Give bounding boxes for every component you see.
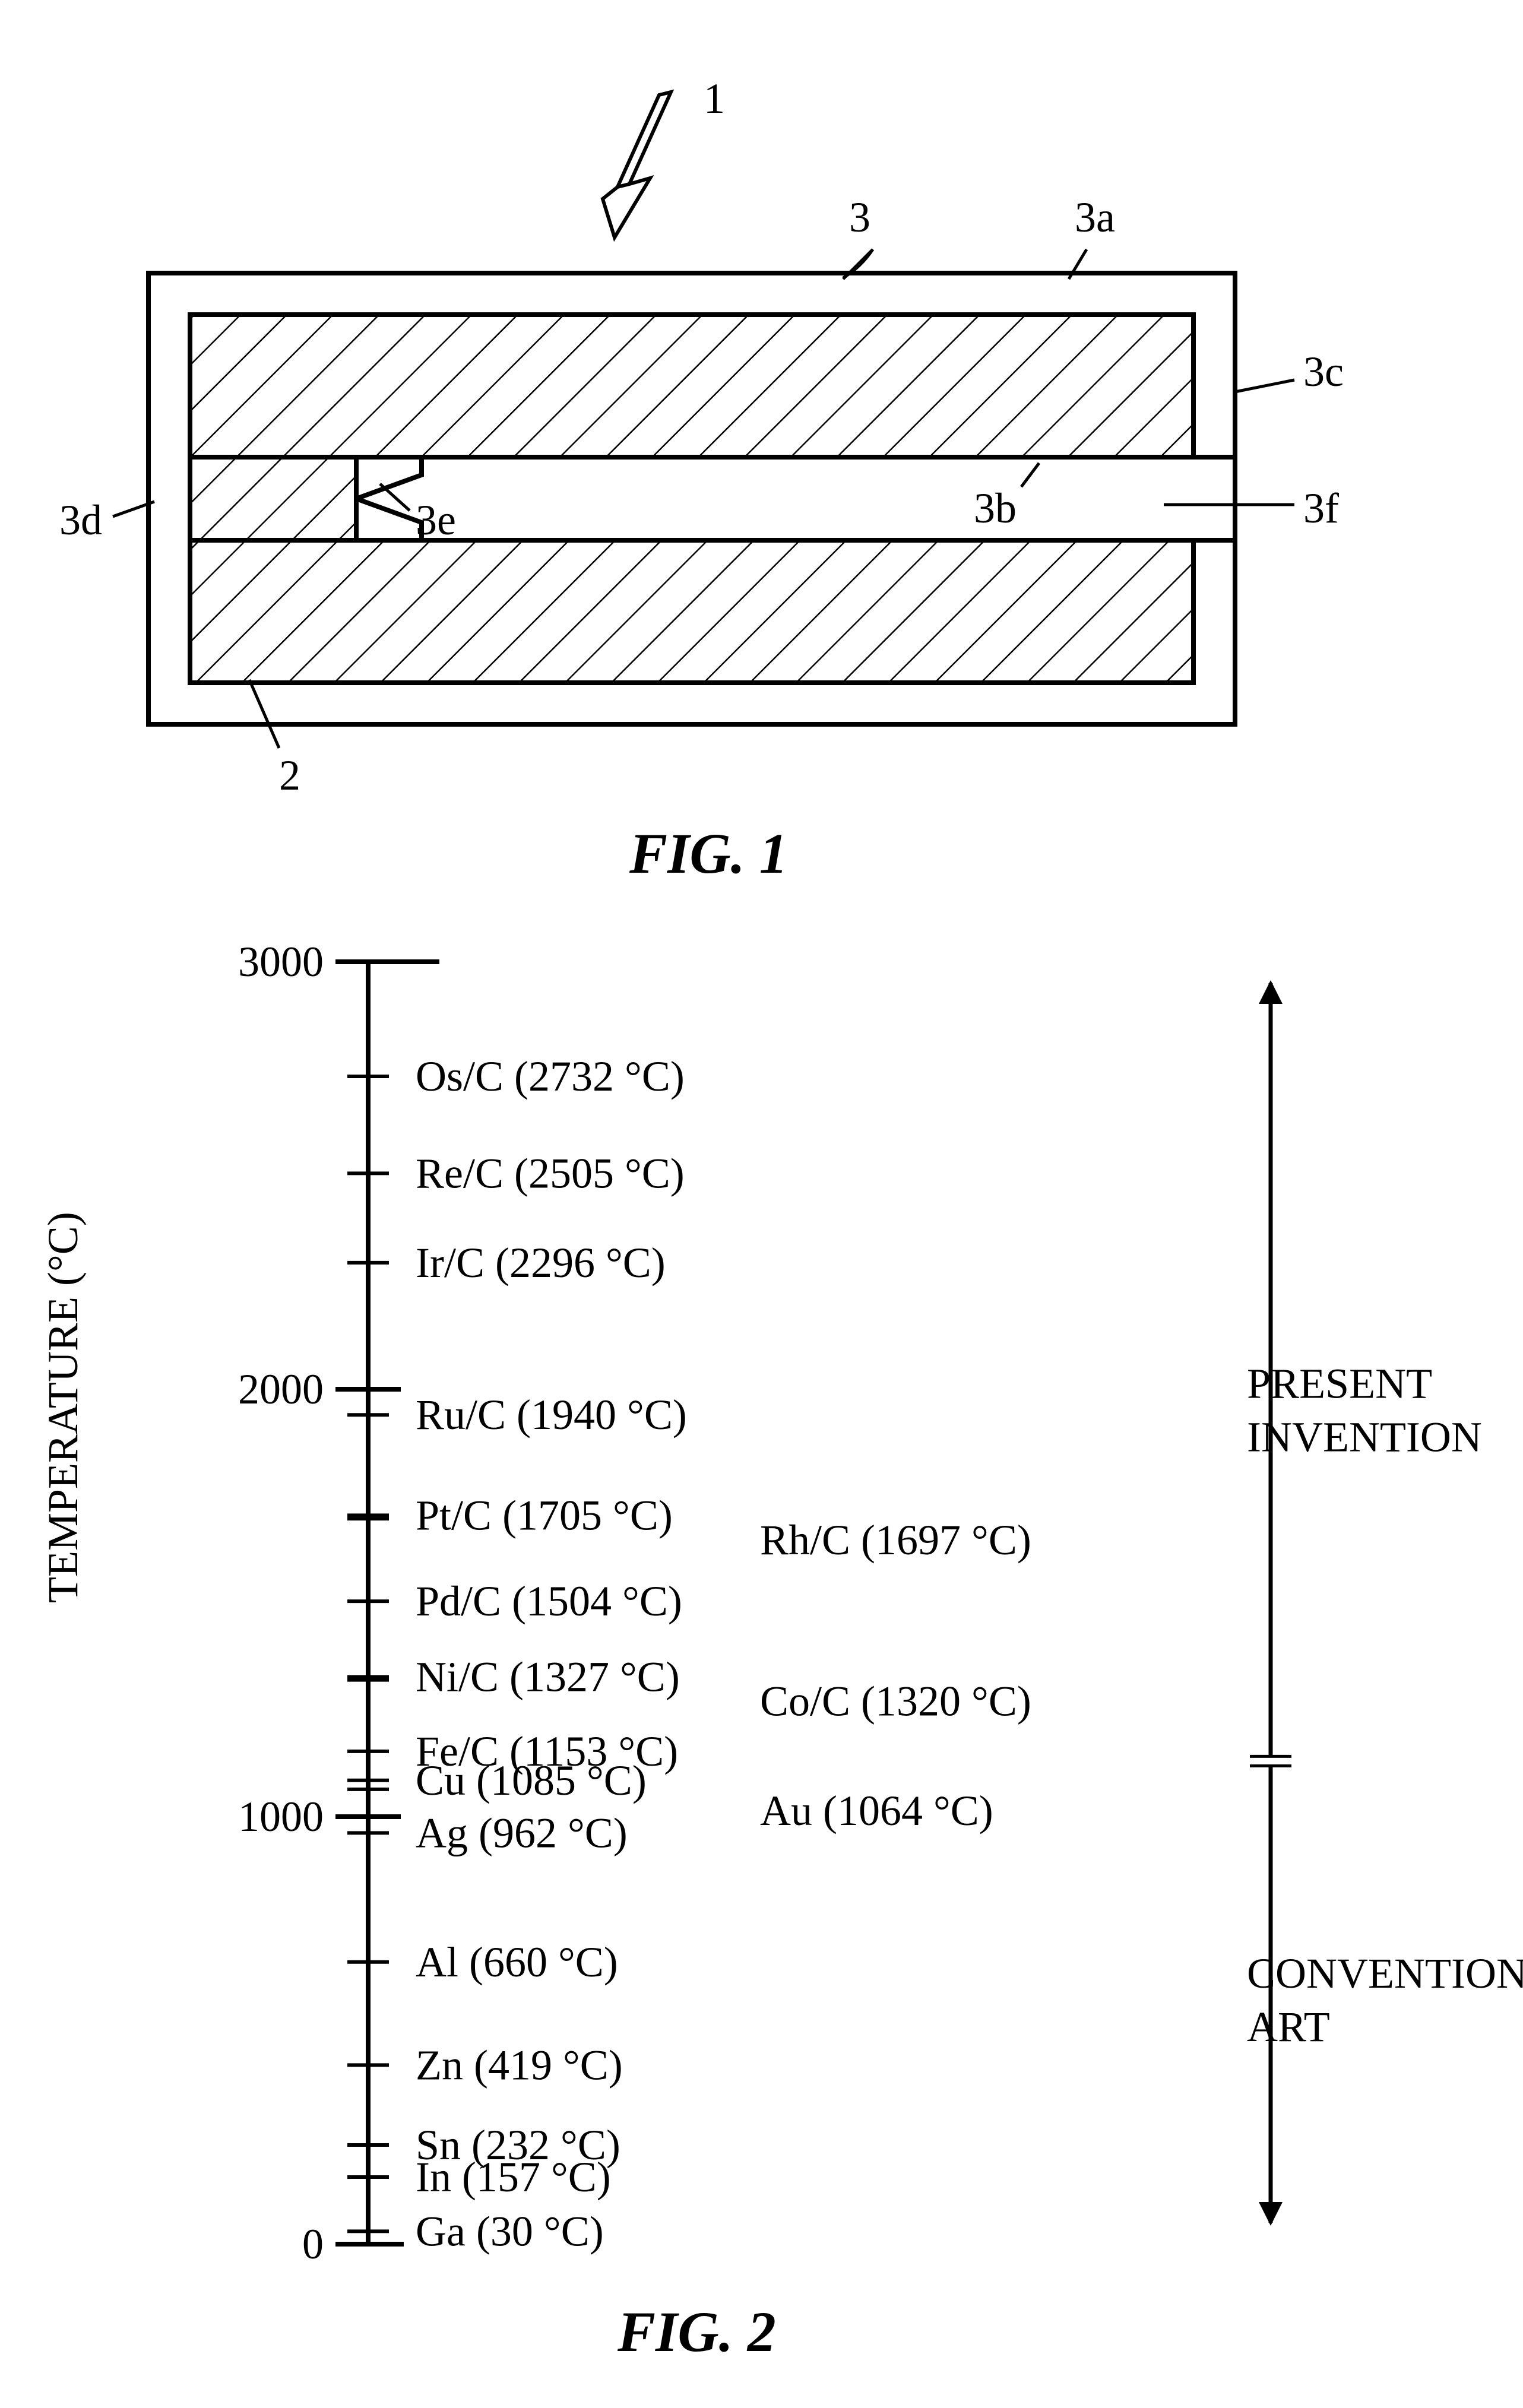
fig2-data-label: Re/C (2505 °C) (416, 1149, 685, 1197)
fig1-label-3f: 3f (1303, 484, 1339, 532)
diagram-svg: 1 3 3a 3b 3c 3d 3e 3f 2 FIG. 1 0 1000 2000 3000 TEMPER… (0, 0, 1523, 2408)
fig2-tick-label: 1000 (238, 1793, 324, 1840)
fig1-label-3d: 3d (59, 496, 102, 544)
fig2-data-label: Ag (962 °C) (416, 1809, 628, 1856)
fig2-data-label: In (157 °C) (416, 2153, 611, 2201)
fig1-label-3b: 3b (974, 484, 1017, 532)
fig2-data-label: Ga (30 °C) (416, 2207, 604, 2255)
fig2-data-label: Au (1064 °C) (760, 1787, 993, 1834)
fig2-data-label: Rh/C (1697 °C) (760, 1516, 1031, 1564)
fig1-label-3a: 3a (1075, 194, 1115, 241)
fig2-conventional-label: ART (1247, 2003, 1330, 2051)
fig1-label-2-leader (249, 680, 279, 748)
fig2-caption: FIG. 2 (617, 2300, 776, 2363)
fig1-top-hatch (190, 315, 1193, 457)
fig1-label-3: 3 (849, 194, 870, 241)
fig1-arrow-head (603, 178, 650, 237)
fig2-data-label: Cu (1085 °C) (416, 1757, 647, 1804)
fig1-label-3e: 3e (416, 496, 456, 544)
fig2-data-label: Ru/C (1940 °C) (416, 1391, 687, 1439)
fig2-present-label: INVENTION (1247, 1413, 1482, 1460)
fig2-tick-label: 0 (302, 2220, 324, 2268)
fig2-present-label: PRESENT (1247, 1360, 1432, 1407)
fig1-inner-slot (356, 457, 1235, 540)
fig2-data-label: Pd/C (1504 °C) (416, 1577, 682, 1625)
fig2-data-label: Co/C (1320 °C) (760, 1678, 1031, 1725)
fig2-conventional-label: CONVENTIONAL (1247, 1950, 1523, 1997)
fig2-data-label: Ir/C (2296 °C) (416, 1239, 666, 1287)
fig2-data-label: Pt/C (1705 °C) (416, 1491, 673, 1539)
fig2-data-label: Zn (419 °C) (416, 2041, 623, 2089)
page: 1 3 3a 3b 3c 3d 3e 3f 2 FIG. 1 0 1000 2000 3000 TEMPER… (0, 0, 1523, 2408)
fig2: 0 1000 2000 3000 TEMPERATURE (°C) Os/C (2732 … (39, 938, 1523, 2363)
fig1-arrow-shaft (618, 92, 671, 187)
fig2-data-label: Os/C (2732 °C) (416, 1053, 685, 1100)
fig1: 1 3 3a 3b 3c 3d 3e 3f 2 FIG. 1 (59, 75, 1344, 885)
fig1-label-3b-leader (1021, 463, 1039, 487)
fig2-data-label: Ni/C (1327 °C) (416, 1653, 680, 1701)
fig1-label-3c-leader (1235, 380, 1294, 392)
fig1-bot-hatch (190, 540, 1193, 683)
fig1-label-3c: 3c (1303, 348, 1344, 395)
fig1-caption: FIG. 1 (629, 822, 788, 885)
fig1-label-1: 1 (704, 75, 725, 122)
fig2-y-axis-label: TEMPERATURE (°C) (39, 1212, 87, 1603)
fig2-tick-label: 3000 (238, 938, 324, 986)
fig2-tick-label: 2000 (238, 1365, 324, 1413)
fig1-label-2: 2 (279, 752, 300, 799)
fig2-data-label: Al (660 °C) (416, 1938, 618, 1986)
